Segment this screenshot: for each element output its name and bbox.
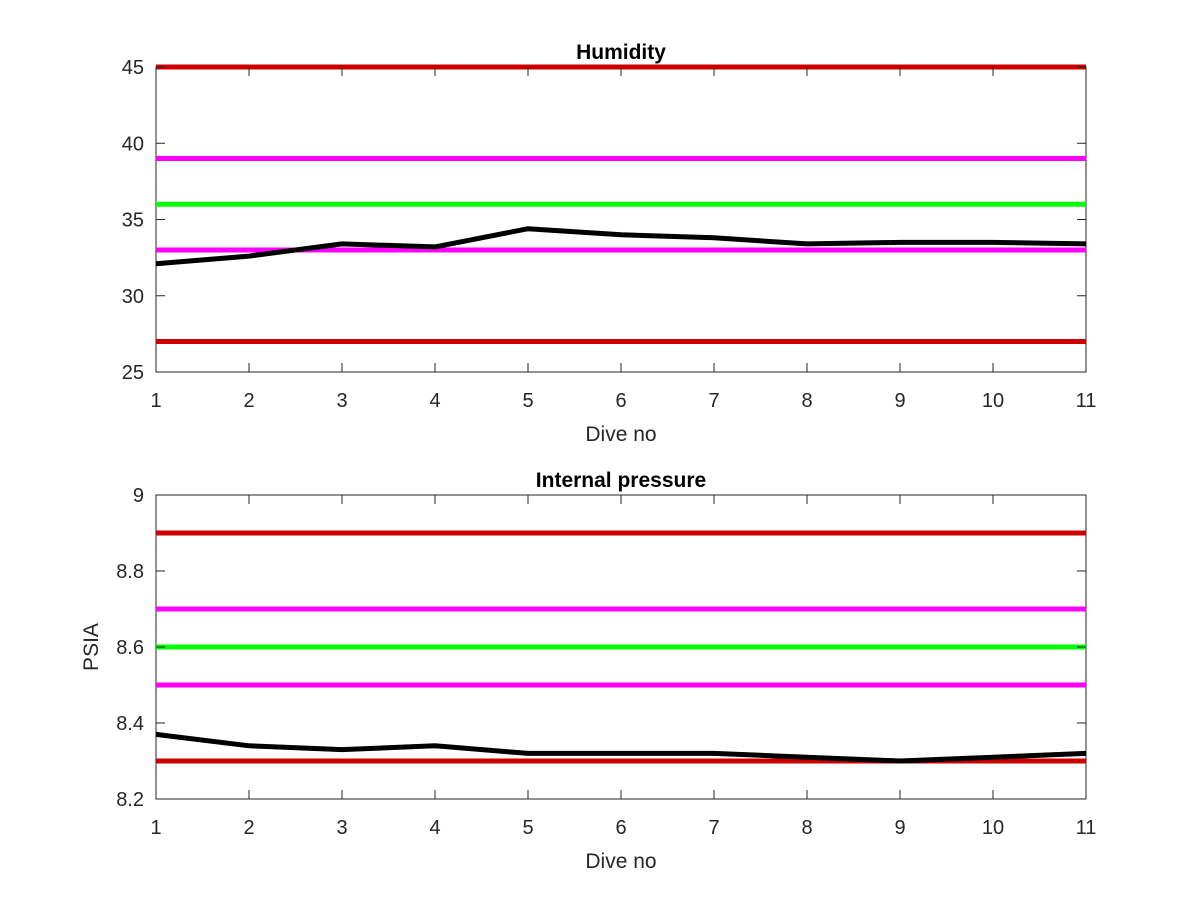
x-tick-label: 9 [894, 390, 905, 412]
x-tick-label: 8 [801, 390, 812, 412]
x-axis-label: Dive no [585, 850, 656, 873]
y-tick-label: 40 [122, 133, 144, 155]
x-tick-label: 6 [615, 817, 626, 839]
series-line [155, 226, 1087, 267]
y-tick-label: 9 [133, 485, 144, 507]
x-tick-label: 1 [150, 390, 161, 412]
y-tick-label: 25 [122, 362, 144, 384]
x-tick-label: 7 [708, 390, 719, 412]
y-tick-label: 45 [122, 57, 144, 79]
x-tick-label: 6 [615, 390, 626, 412]
x-tick-label: 4 [429, 817, 440, 839]
x-tick-label: 4 [429, 390, 440, 412]
x-tick-label: 8 [801, 817, 812, 839]
x-tick-label: 7 [708, 817, 719, 839]
chart-title: Internal pressure [536, 469, 706, 492]
x-tick-label: 11 [1076, 390, 1097, 412]
series-line [155, 731, 1087, 764]
y-tick-label: 8.2 [116, 789, 144, 811]
chart-title: Humidity [576, 41, 666, 64]
x-tick-label: 10 [982, 817, 1004, 839]
y-tick-label: 35 [122, 210, 144, 232]
x-tick-label: 2 [243, 817, 254, 839]
y-tick-label: 8.4 [116, 713, 144, 735]
x-tick-label: 3 [336, 390, 347, 412]
y-axis-label: PSIA [80, 623, 103, 671]
x-tick-label: 10 [982, 390, 1004, 412]
y-tick-label: 30 [122, 286, 144, 308]
chart-panel-2: 1 2 3 4 5 6 7 8 9 10 11 8.2 8.4 8.6 8.8 9 Internal press… [80, 469, 1096, 873]
x-axis-label: Dive no [585, 423, 656, 446]
x-tick-label: 11 [1076, 817, 1097, 839]
plot-area [155, 66, 1087, 373]
x-tick-label: 9 [894, 817, 905, 839]
y-tick-label: 8.8 [116, 561, 144, 583]
x-tick-label: 2 [243, 390, 254, 412]
x-tick-label: 3 [336, 817, 347, 839]
x-tick-label: 5 [522, 817, 533, 839]
y-tick-label: 8.6 [116, 637, 144, 659]
x-tick-label: 5 [522, 390, 533, 412]
x-tick-label: 1 [150, 817, 161, 839]
